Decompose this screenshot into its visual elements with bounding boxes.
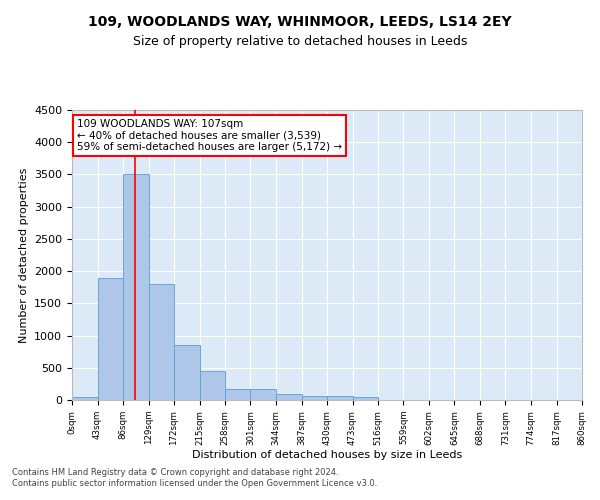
Bar — [123, 174, 149, 400]
Bar — [72, 397, 97, 400]
Bar — [327, 396, 353, 400]
Bar — [174, 345, 199, 400]
Bar — [353, 397, 378, 400]
Bar — [199, 371, 225, 400]
Bar — [251, 389, 276, 400]
X-axis label: Distribution of detached houses by size in Leeds: Distribution of detached houses by size … — [192, 450, 462, 460]
Y-axis label: Number of detached properties: Number of detached properties — [19, 168, 29, 342]
Bar — [97, 278, 123, 400]
Bar — [276, 394, 302, 400]
Bar — [302, 396, 327, 400]
Bar — [149, 284, 174, 400]
Bar — [225, 388, 251, 400]
Text: 109 WOODLANDS WAY: 107sqm
← 40% of detached houses are smaller (3,539)
59% of se: 109 WOODLANDS WAY: 107sqm ← 40% of detac… — [77, 118, 342, 152]
Text: 109, WOODLANDS WAY, WHINMOOR, LEEDS, LS14 2EY: 109, WOODLANDS WAY, WHINMOOR, LEEDS, LS1… — [88, 16, 512, 30]
Text: Contains HM Land Registry data © Crown copyright and database right 2024.
Contai: Contains HM Land Registry data © Crown c… — [12, 468, 377, 487]
Text: Size of property relative to detached houses in Leeds: Size of property relative to detached ho… — [133, 34, 467, 48]
